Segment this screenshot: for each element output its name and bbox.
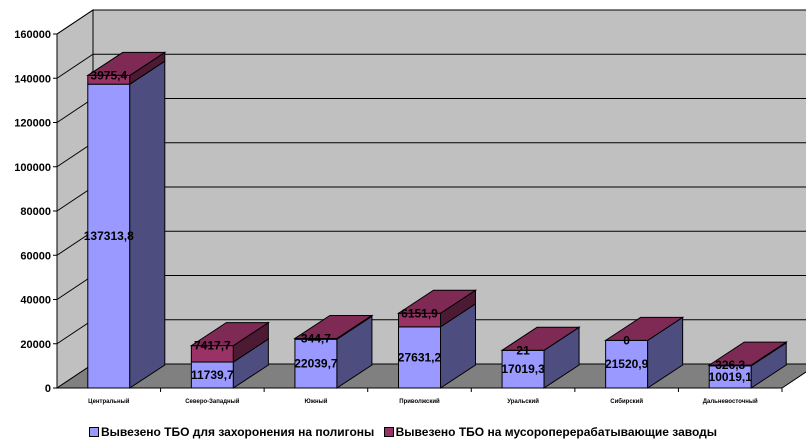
legend-label-series-1: Вывезено ТБО для захоронения на полигоны	[100, 424, 375, 439]
bar-top-0	[86, 51, 167, 76]
data-label-series-2-0: 3975,4	[90, 68, 127, 82]
bar-series-1-3	[398, 326, 441, 389]
x-tick-label-0: Центральный	[88, 398, 130, 405]
x-tick-label-4: Уральский	[507, 398, 539, 405]
legend-item-series-2: Вывезено ТБО на мусороперерабатывающие з…	[383, 424, 718, 439]
data-label-series-1-2: 22039,7	[294, 357, 338, 371]
y-tick-label: 160000	[14, 29, 51, 41]
y-tick-label: 140000	[14, 73, 51, 85]
gridline	[56, 9, 806, 35]
data-label-series-1-4: 17019,3	[501, 362, 545, 376]
bar-series-1-2	[294, 338, 338, 389]
y-tick-label: 20000	[20, 339, 51, 351]
x-tick-label-5: Сибирский	[610, 398, 643, 405]
data-label-series-1-5: 21520,9	[605, 357, 649, 371]
data-label-series-1-6: 10019,1	[709, 370, 753, 384]
x-tick-label-2: Южный	[304, 398, 327, 405]
data-label-series-2-6: 326,3	[715, 358, 745, 372]
legend-swatch-series-2	[383, 426, 394, 437]
bar-top-5	[603, 316, 685, 341]
y-tick-label: 0	[45, 383, 51, 395]
legend-item-series-1: Вывезено ТБО для захоронения на полигоны	[88, 424, 375, 439]
bar-top-2	[293, 314, 374, 339]
data-label-series-1-3: 27631,2	[398, 350, 442, 364]
x-axis: Центральный Северо-Западный Южный Приволжск…	[57, 387, 783, 405]
data-label-series-1-0: 137313,8	[84, 229, 134, 243]
bar-top-1	[189, 322, 271, 347]
y-tick-label: 60000	[20, 250, 51, 262]
bar-top-4	[500, 326, 581, 351]
legend: Вывезено ТБО для захоронения на полигоны…	[0, 424, 806, 440]
y-axis: 0 20000 40000 60000 80000 100000 120000 140000 1…	[14, 29, 58, 395]
x-tick-label-6: Дальневосточный	[703, 398, 758, 405]
x-tick-label-3: Приволжский	[399, 398, 440, 405]
gridline	[56, 53, 806, 79]
data-label-series-1-1: 11739,7	[191, 368, 234, 382]
data-label-series-2-4: 21	[516, 343, 530, 357]
bar-top-3	[396, 289, 478, 314]
y-tick-label: 80000	[20, 206, 51, 218]
bar-side-series-1-0	[129, 60, 166, 389]
data-label-series-2-2: 344,7	[301, 331, 331, 345]
legend-swatch-series-1	[88, 426, 99, 437]
y-tick-label: 120000	[14, 118, 51, 130]
bars: 137313,8 3975,4 11739,7 7417,7 22039,7 344,7 2…	[84, 51, 788, 389]
data-label-series-2-1: 7417,7	[194, 339, 231, 353]
data-label-series-2-3: 6151,9	[401, 306, 438, 320]
data-label-series-2-5: 0	[623, 333, 630, 347]
bar-top-6	[707, 341, 788, 366]
legend-label-series-2: Вывезено ТБО на мусороперерабатывающие з…	[395, 424, 718, 439]
y-tick-label: 40000	[20, 295, 51, 307]
x-tick-label-1: Северо-Западный	[185, 398, 240, 405]
y-tick-label: 100000	[14, 162, 51, 174]
